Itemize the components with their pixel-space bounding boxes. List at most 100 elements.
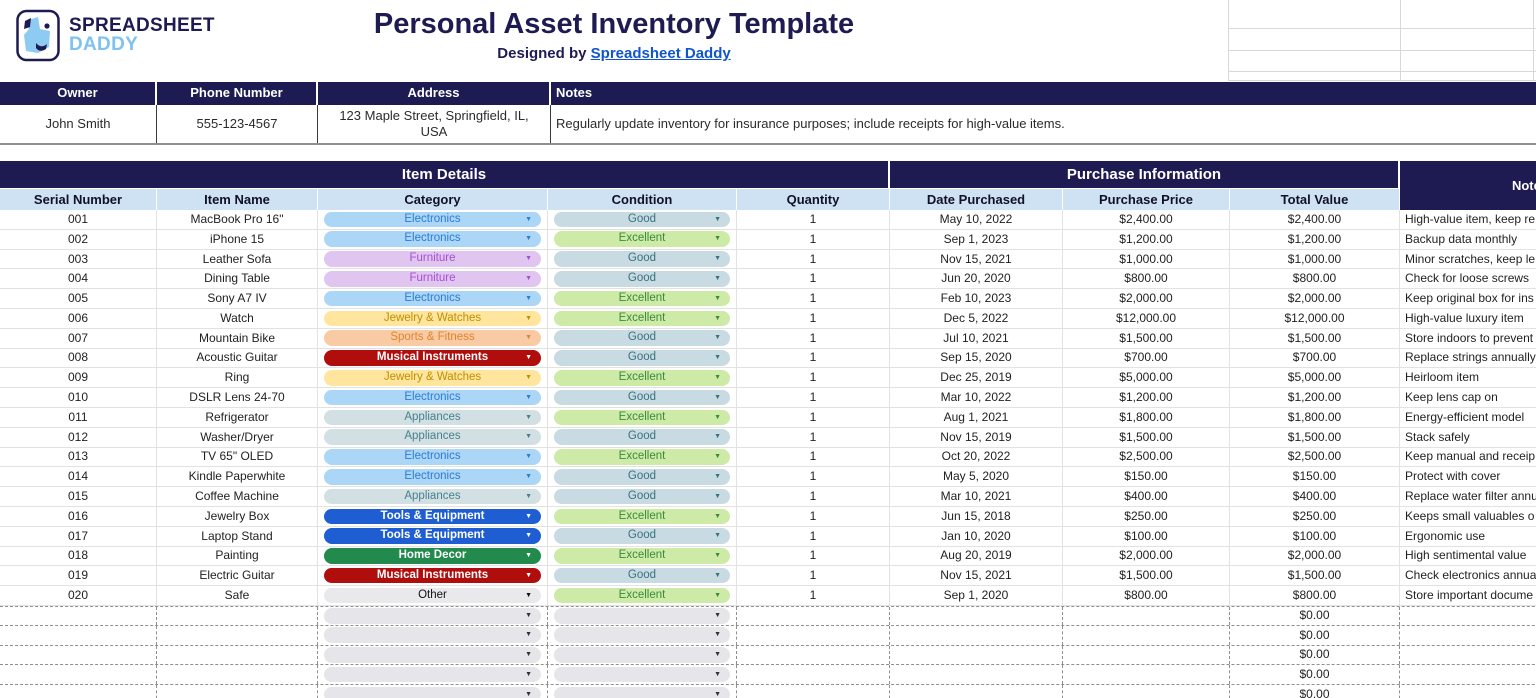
- notes-cell[interactable]: High sentimental value: [1400, 547, 1536, 567]
- quantity-cell[interactable]: [737, 665, 890, 685]
- condition-dropdown[interactable]: Excellent ▼: [554, 548, 730, 564]
- item-name-cell[interactable]: DSLR Lens 24-70: [157, 388, 318, 408]
- total-value-cell[interactable]: $2,000.00: [1230, 289, 1400, 309]
- quantity-cell[interactable]: 1: [737, 566, 890, 587]
- purchase-price-cell[interactable]: $250.00: [1063, 506, 1230, 527]
- total-value-cell[interactable]: $2,000.00: [1230, 546, 1400, 567]
- serial-number-cell[interactable]: 001: [0, 210, 157, 230]
- serial-number-cell[interactable]: 004: [0, 269, 157, 290]
- quantity-cell[interactable]: 1: [737, 447, 890, 468]
- notes-cell[interactable]: [1400, 685, 1536, 698]
- serial-number-cell[interactable]: 019: [0, 566, 157, 587]
- item-name-cell[interactable]: Painting: [157, 546, 318, 567]
- total-value-cell[interactable]: $400.00: [1230, 487, 1400, 507]
- purchase-price-cell[interactable]: $800.00: [1063, 586, 1230, 606]
- purchase-price-cell[interactable]: $2,000.00: [1063, 546, 1230, 567]
- condition-dropdown[interactable]: Good ▼: [554, 251, 730, 267]
- condition-dropdown[interactable]: ▼: [554, 666, 730, 683]
- date-purchased-cell[interactable]: Mar 10, 2022: [890, 388, 1063, 408]
- item-name-cell[interactable]: Dining Table: [157, 269, 318, 290]
- item-name-cell[interactable]: Electric Guitar: [157, 566, 318, 587]
- quantity-cell[interactable]: 1: [737, 210, 890, 230]
- serial-number-cell[interactable]: 016: [0, 506, 157, 527]
- item-name-cell[interactable]: [157, 606, 318, 625]
- notes-cell[interactable]: Heirloom item: [1400, 368, 1536, 389]
- quantity-cell[interactable]: 1: [737, 308, 890, 329]
- notes-cell[interactable]: [1400, 665, 1536, 684]
- item-name-cell[interactable]: [157, 645, 318, 665]
- total-value-cell[interactable]: $150.00: [1230, 467, 1400, 488]
- date-purchased-cell[interactable]: [890, 645, 1063, 665]
- owner-notes-value-cell[interactable]: Regularly update inventory for insurance…: [556, 115, 1065, 131]
- total-value-cell[interactable]: $800.00: [1230, 586, 1400, 606]
- quantity-cell[interactable]: 1: [737, 388, 890, 408]
- total-value-cell[interactable]: $250.00: [1230, 506, 1400, 527]
- serial-number-cell[interactable]: [0, 665, 157, 685]
- date-purchased-cell[interactable]: Feb 10, 2023: [890, 289, 1063, 309]
- quantity-cell[interactable]: 1: [737, 289, 890, 309]
- total-value-cell[interactable]: $1,500.00: [1230, 328, 1400, 349]
- notes-cell[interactable]: High-value item, keep re: [1400, 210, 1536, 230]
- date-purchased-cell[interactable]: Dec 25, 2019: [890, 368, 1063, 389]
- condition-dropdown[interactable]: Excellent ▼: [554, 409, 730, 426]
- purchase-price-cell[interactable]: $1,200.00: [1063, 229, 1230, 250]
- category-dropdown[interactable]: Electronics ▼: [324, 469, 541, 485]
- purchase-price-cell[interactable]: $1,500.00: [1063, 328, 1230, 349]
- total-value-cell[interactable]: $2,500.00: [1230, 447, 1400, 468]
- serial-number-cell[interactable]: 008: [0, 348, 157, 369]
- quantity-cell[interactable]: 1: [737, 487, 890, 507]
- purchase-price-cell[interactable]: $800.00: [1063, 269, 1230, 290]
- condition-dropdown[interactable]: Excellent ▼: [554, 508, 730, 525]
- notes-cell[interactable]: Replace strings annually: [1400, 349, 1536, 369]
- notes-cell[interactable]: Keep lens cap on: [1400, 388, 1536, 408]
- category-dropdown[interactable]: Sports & Fitness ▼: [324, 330, 541, 346]
- date-purchased-cell[interactable]: Aug 1, 2021: [890, 407, 1063, 428]
- serial-number-cell[interactable]: 009: [0, 368, 157, 389]
- category-dropdown[interactable]: Jewelry & Watches ▼: [324, 310, 541, 327]
- condition-dropdown[interactable]: Good ▼: [554, 567, 730, 584]
- condition-dropdown[interactable]: ▼: [554, 686, 730, 698]
- serial-number-cell[interactable]: 010: [0, 388, 157, 408]
- category-dropdown[interactable]: Electronics ▼: [324, 449, 541, 465]
- purchase-price-cell[interactable]: $2,400.00: [1063, 210, 1230, 230]
- serial-number-cell[interactable]: 020: [0, 586, 157, 606]
- date-purchased-cell[interactable]: May 5, 2020: [890, 467, 1063, 488]
- notes-cell[interactable]: Store indoors to prevent: [1400, 329, 1536, 349]
- item-name-cell[interactable]: [157, 625, 318, 645]
- serial-number-cell[interactable]: 017: [0, 526, 157, 547]
- quantity-cell[interactable]: [737, 645, 890, 665]
- total-value-cell[interactable]: $0.00: [1230, 685, 1400, 698]
- condition-dropdown[interactable]: Good ▼: [554, 469, 730, 485]
- notes-cell[interactable]: High-value luxury item: [1400, 309, 1536, 329]
- date-purchased-cell[interactable]: Nov 15, 2021: [890, 566, 1063, 587]
- purchase-price-cell[interactable]: $2,500.00: [1063, 447, 1230, 468]
- total-value-cell[interactable]: $1,500.00: [1230, 566, 1400, 587]
- category-dropdown[interactable]: Electronics ▼: [324, 231, 541, 247]
- quantity-cell[interactable]: 1: [737, 407, 890, 428]
- serial-number-cell[interactable]: 006: [0, 308, 157, 329]
- purchase-price-cell[interactable]: $2,000.00: [1063, 289, 1230, 309]
- item-name-cell[interactable]: Mountain Bike: [157, 328, 318, 349]
- condition-dropdown[interactable]: Excellent ▼: [554, 449, 730, 465]
- serial-number-cell[interactable]: 003: [0, 249, 157, 270]
- condition-dropdown[interactable]: Excellent ▼: [554, 310, 730, 327]
- total-value-cell[interactable]: $0.00: [1230, 625, 1400, 645]
- total-value-cell[interactable]: $0.00: [1230, 665, 1400, 685]
- condition-dropdown[interactable]: Good ▼: [554, 429, 730, 445]
- condition-dropdown[interactable]: ▼: [554, 627, 730, 643]
- category-dropdown[interactable]: Jewelry & Watches ▼: [324, 370, 541, 386]
- category-dropdown[interactable]: ▼: [324, 686, 541, 698]
- purchase-price-cell[interactable]: $400.00: [1063, 487, 1230, 507]
- purchase-price-cell[interactable]: $1,500.00: [1063, 427, 1230, 448]
- total-value-cell[interactable]: $1,200.00: [1230, 388, 1400, 408]
- total-value-cell[interactable]: $1,500.00: [1230, 427, 1400, 448]
- category-dropdown[interactable]: Tools & Equipment ▼: [324, 508, 541, 525]
- total-value-cell[interactable]: $5,000.00: [1230, 368, 1400, 389]
- notes-cell[interactable]: Keeps small valuables o: [1400, 507, 1536, 527]
- purchase-price-cell[interactable]: $1,200.00: [1063, 388, 1230, 408]
- quantity-cell[interactable]: 1: [737, 249, 890, 270]
- notes-cell[interactable]: Ergonomic use: [1400, 527, 1536, 547]
- serial-number-cell[interactable]: 011: [0, 407, 157, 428]
- notes-cell[interactable]: [1400, 646, 1536, 665]
- serial-number-cell[interactable]: 005: [0, 289, 157, 309]
